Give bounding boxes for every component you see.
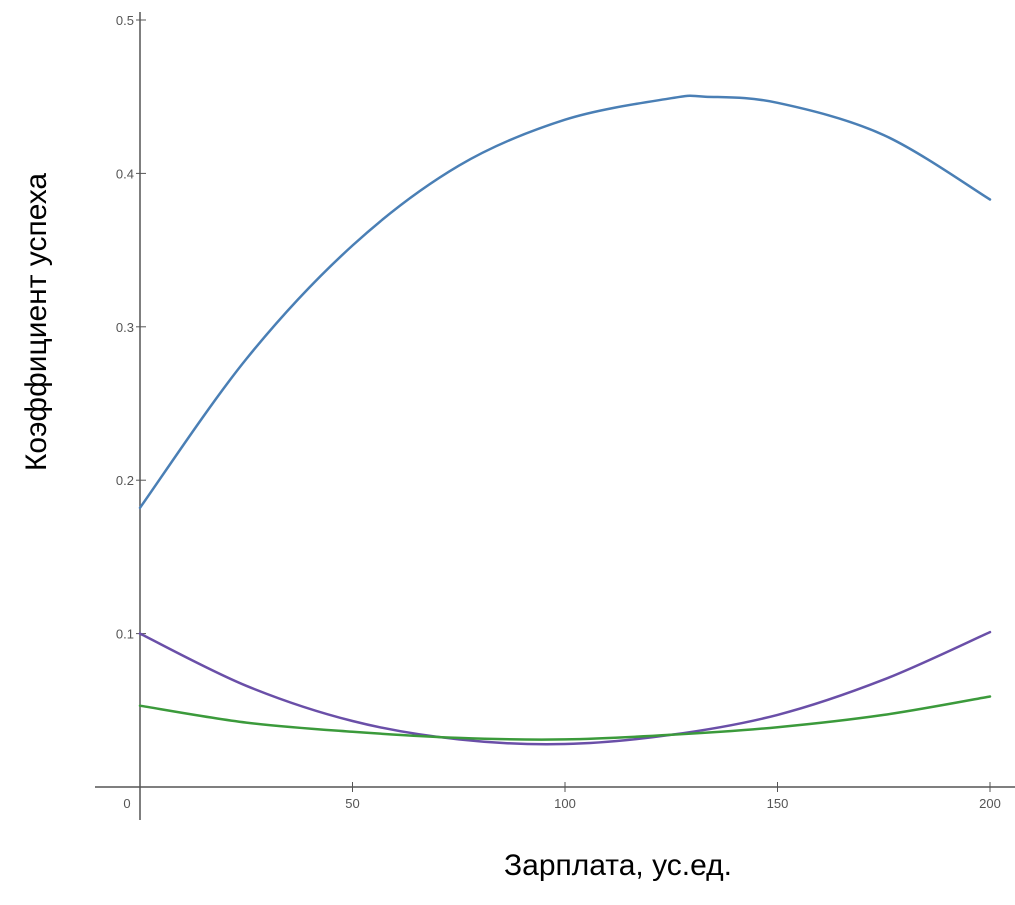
- y-tick-label: 0.3: [116, 320, 134, 335]
- y-tick-label: 0.1: [116, 627, 134, 642]
- x-tick-label: 0: [123, 796, 130, 811]
- y-tick-label: 0.4: [116, 166, 134, 181]
- x-tick-label: 200: [979, 796, 1001, 811]
- series-line-1: [138, 94, 992, 510]
- x-ticks: 0 50 100 150 200: [123, 782, 1001, 811]
- x-tick-label: 150: [767, 796, 789, 811]
- series-group: [138, 94, 992, 746]
- axes: [95, 12, 1015, 820]
- x-tick-label: 100: [554, 796, 576, 811]
- series-line-3: [138, 695, 992, 741]
- y-ticks: 0.1 0.2 0.3 0.4 0.5: [116, 13, 146, 642]
- x-axis-title: Зарплата, ус.ед.: [504, 849, 732, 882]
- series-line-2: [138, 630, 992, 746]
- y-axis-title: Коэффициент успеха: [20, 173, 53, 471]
- y-tick-label: 0.2: [116, 473, 134, 488]
- y-tick-label: 0.5: [116, 13, 134, 28]
- x-tick-label: 50: [345, 796, 359, 811]
